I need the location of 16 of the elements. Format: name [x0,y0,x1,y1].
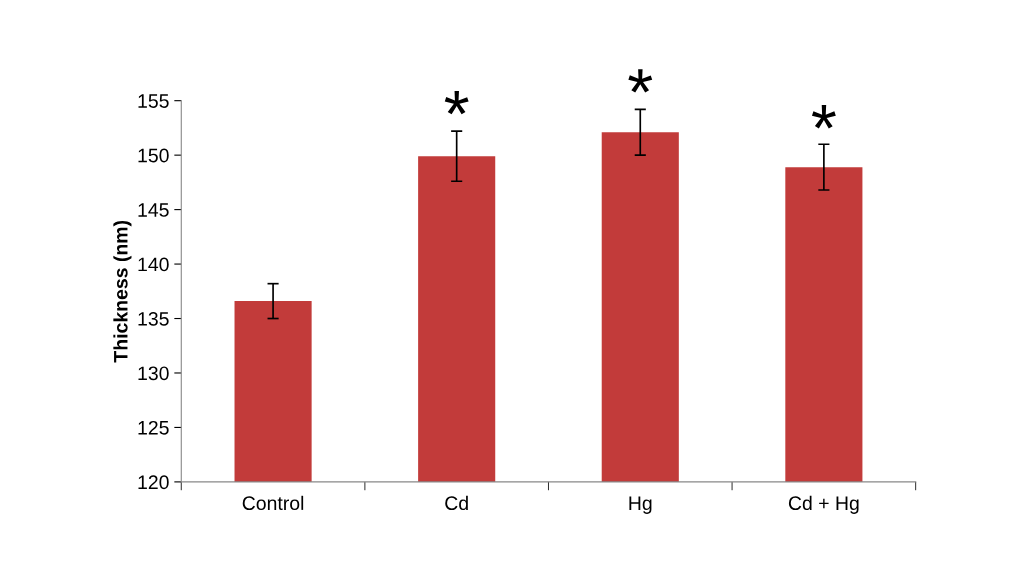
y-tick-label: 125 [138,420,169,435]
annotation: * [811,105,836,129]
annotation: * [628,69,653,93]
y-axis-title: Thickness (nm) [113,220,132,363]
y-tick-label: 120 [138,475,169,490]
y-tick-label: 150 [138,148,169,163]
y-tick-label: 145 [138,203,169,217]
y-tick-label: 155 [138,94,169,108]
annotation: * [444,90,469,115]
x-tick-label: Cd [445,495,468,511]
x-tick-label: Hg [629,496,652,514]
y-tick-label: 140 [138,257,169,272]
x-tick-label: Cd + Hg [788,495,859,514]
y-tick-label: 130 [138,366,169,381]
x-tick-label: Control [242,495,304,511]
y-tick-label: 135 [138,311,169,326]
